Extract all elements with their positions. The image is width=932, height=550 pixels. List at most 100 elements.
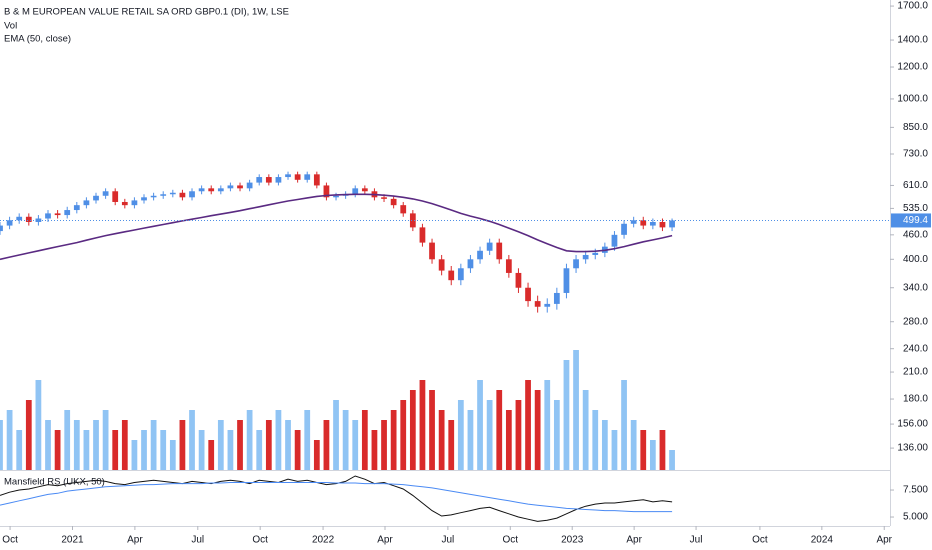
chart-title: B & M EUROPEAN VALUE RETAIL SA ORD GBP0.… bbox=[4, 7, 289, 18]
volume-bar bbox=[477, 380, 483, 470]
volume-bar bbox=[73, 420, 80, 470]
y-tick-label: 535.0 bbox=[903, 203, 928, 214]
volume-bar bbox=[400, 400, 407, 470]
volume-bar bbox=[640, 430, 647, 470]
x-tick-label: Apr bbox=[876, 535, 892, 546]
volume-bar bbox=[429, 390, 435, 470]
volume-bar bbox=[611, 430, 618, 470]
volume-bar bbox=[573, 350, 579, 470]
volume-bar bbox=[457, 400, 464, 470]
y-tick-label: 460.0 bbox=[903, 229, 928, 240]
x-tick-label: Apr bbox=[127, 535, 143, 546]
candle-body bbox=[16, 216, 23, 221]
candle-body bbox=[35, 218, 42, 223]
volume-bar bbox=[294, 430, 301, 470]
candle-body bbox=[93, 195, 99, 201]
candle-body bbox=[6, 220, 13, 226]
candle-body bbox=[659, 222, 666, 228]
y-tick-label: 850.0 bbox=[903, 122, 928, 133]
candle-body bbox=[649, 222, 656, 226]
volume-bar bbox=[217, 420, 224, 470]
volume-bar bbox=[112, 430, 119, 470]
candle-body bbox=[246, 182, 253, 189]
candle-body bbox=[189, 191, 195, 198]
y-tick-label: 180.0 bbox=[903, 394, 928, 405]
candle-body bbox=[486, 242, 493, 251]
volume-bar bbox=[208, 440, 215, 470]
last-price-label: 499.4 bbox=[903, 215, 928, 226]
volume-bar bbox=[630, 420, 637, 470]
x-tick-label: Jul bbox=[191, 535, 204, 546]
volume-bar bbox=[371, 430, 378, 470]
candle-body bbox=[73, 205, 80, 211]
volume-bar bbox=[6, 410, 13, 470]
ema-line bbox=[0, 193, 673, 261]
volume-bar bbox=[93, 420, 99, 470]
volume-bar bbox=[534, 390, 541, 470]
candle-body bbox=[45, 213, 51, 219]
candle-body bbox=[381, 197, 387, 199]
x-tick-label: Apr bbox=[377, 535, 393, 546]
candle-body bbox=[515, 272, 522, 288]
candle-body bbox=[505, 259, 512, 273]
volume-bar bbox=[659, 430, 666, 470]
x-tick-label: 2024 bbox=[811, 535, 834, 546]
volume-bar bbox=[45, 420, 51, 470]
volume-bar bbox=[160, 430, 167, 470]
volume-bar bbox=[275, 410, 282, 470]
candle-body bbox=[361, 188, 368, 192]
volume-bar bbox=[525, 380, 531, 470]
indicator-label: EMA (50, close) bbox=[4, 34, 71, 45]
candle-body bbox=[429, 242, 435, 260]
volume-bar bbox=[304, 410, 311, 470]
volume-bar bbox=[54, 430, 61, 470]
y-tick-label: 280.0 bbox=[903, 316, 928, 327]
x-tick-label: 2021 bbox=[61, 535, 84, 546]
candle-body bbox=[553, 292, 560, 304]
volume-bar bbox=[505, 410, 512, 470]
volume-bar bbox=[102, 410, 109, 470]
volume-bar bbox=[246, 410, 253, 470]
y-tick-label: 1700.0 bbox=[897, 1, 928, 12]
volume-bar bbox=[419, 380, 426, 470]
x-tick-label: Oct bbox=[2, 535, 18, 546]
volume-bar bbox=[448, 420, 455, 470]
candle-body bbox=[390, 198, 397, 206]
indicator-label: Vol bbox=[4, 21, 17, 32]
volume-bar bbox=[35, 380, 42, 470]
candle-body bbox=[477, 250, 483, 260]
volume-bar bbox=[237, 420, 243, 470]
volume-bar bbox=[467, 410, 474, 470]
candle-body bbox=[131, 200, 138, 206]
volume-bar bbox=[169, 440, 176, 470]
volume-bar bbox=[438, 410, 445, 470]
volume-bar bbox=[563, 360, 570, 470]
candle-body bbox=[265, 177, 272, 183]
candle-body bbox=[169, 192, 176, 195]
y-tick-label: 1400.0 bbox=[897, 35, 928, 46]
x-tick-label: Oct bbox=[503, 535, 519, 546]
volume-bar bbox=[121, 420, 128, 470]
volume-bar bbox=[333, 400, 339, 470]
candle-body bbox=[256, 177, 263, 183]
volume-bar bbox=[342, 410, 349, 470]
volume-bar bbox=[189, 410, 195, 470]
y-tick-label: 7.500 bbox=[903, 485, 928, 496]
candle-body bbox=[400, 205, 407, 214]
candle-body bbox=[198, 188, 205, 192]
candle-body bbox=[0, 225, 3, 232]
candle-body bbox=[592, 252, 599, 255]
candle-body bbox=[640, 220, 647, 226]
y-tick-label: 240.0 bbox=[903, 343, 928, 354]
candle-body bbox=[25, 216, 32, 223]
x-tick-label: Oct bbox=[752, 535, 768, 546]
volume-bar bbox=[582, 390, 589, 470]
candle-body bbox=[285, 174, 291, 178]
candle-body bbox=[457, 268, 464, 281]
candle-body bbox=[275, 177, 282, 183]
x-tick-label: Jul bbox=[690, 535, 703, 546]
last-price-box bbox=[891, 213, 931, 228]
candle-body bbox=[121, 201, 128, 206]
volume-bar bbox=[486, 400, 493, 470]
